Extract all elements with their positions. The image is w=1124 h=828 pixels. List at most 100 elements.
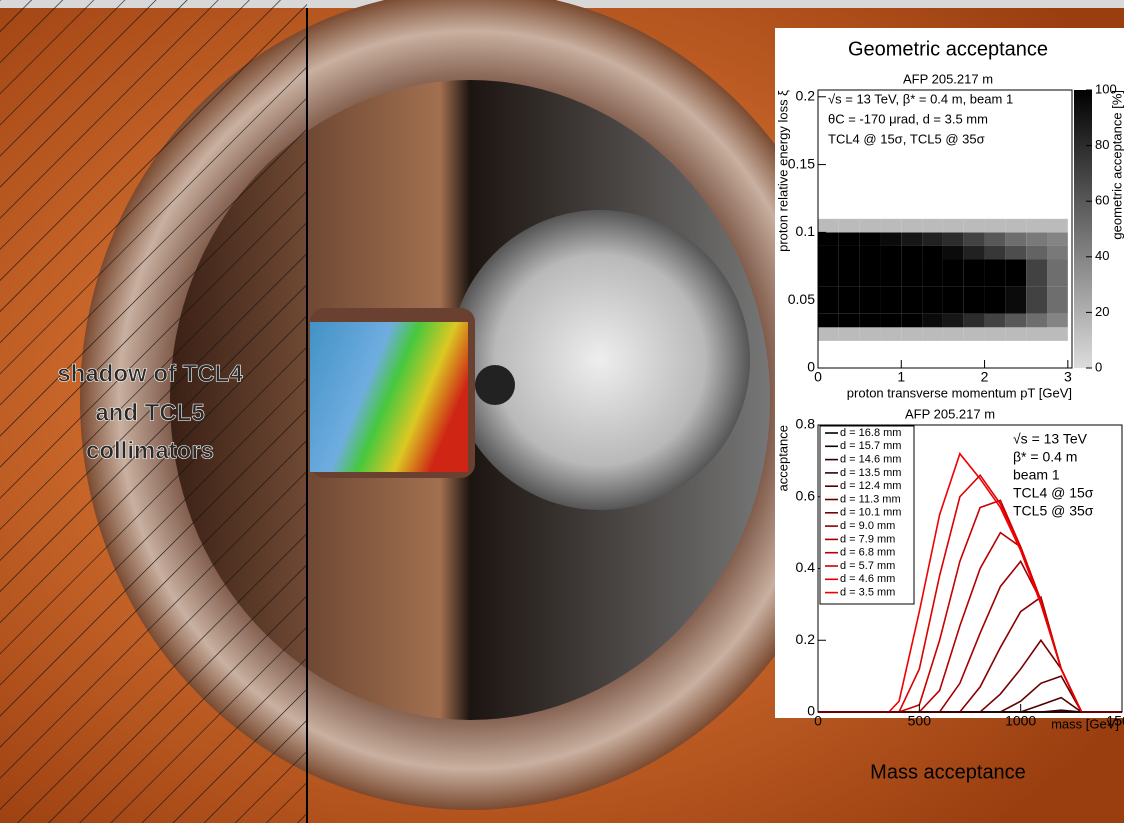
heatmap-cell xyxy=(1047,219,1068,233)
annotation: √s = 13 TeV xyxy=(1013,431,1088,447)
heatmap-cell xyxy=(985,314,1006,328)
heatmap-cell xyxy=(880,287,901,314)
heatmap-cell xyxy=(1047,287,1068,314)
heatmap-cell xyxy=(880,219,901,233)
heatmap-cell xyxy=(1026,246,1047,260)
heatmap-cell xyxy=(964,219,985,233)
heatmap-cell xyxy=(818,260,839,287)
legend-label: d = 12.4 mm xyxy=(840,480,901,492)
y-tick-label: 0.6 xyxy=(796,487,816,503)
y-axis-label: acceptance xyxy=(775,425,790,492)
legend-label: d = 11.3 mm xyxy=(840,493,901,505)
heatmap-cell xyxy=(839,260,860,287)
y-tick-label: 0.05 xyxy=(788,291,815,307)
heatmap-cell xyxy=(1047,260,1068,287)
heatmap-cell xyxy=(1047,327,1068,341)
heatmap-cell xyxy=(922,246,943,260)
heatmap-cell xyxy=(880,260,901,287)
heatmap-cell xyxy=(985,219,1006,233)
annotation: TCL5 @ 35σ xyxy=(1013,503,1094,519)
y-tick-label: 0.2 xyxy=(796,631,816,647)
colorbar-label: geometric acceptance [%] xyxy=(1109,90,1124,240)
legend-label: d = 3.5 mm xyxy=(840,587,895,599)
heatmap-cell xyxy=(985,287,1006,314)
shadow-label-line: and TCL5 xyxy=(95,399,204,426)
annotation: TCL4 @ 15σ xyxy=(1013,485,1094,501)
x-tick-label: 500 xyxy=(908,713,932,729)
heatmap-cell xyxy=(964,246,985,260)
heatmap-cell xyxy=(839,232,860,246)
heatmap-cell xyxy=(1005,219,1026,233)
heatmap-cell xyxy=(818,232,839,246)
y-tick-label: 0.15 xyxy=(788,155,815,171)
heatmap-cell xyxy=(943,314,964,328)
annotation: θC = -170 μrad, d = 3.5 mm xyxy=(828,111,988,126)
legend-label: d = 9.0 mm xyxy=(840,520,895,532)
heatmap-cell xyxy=(964,327,985,341)
heatmap-cell xyxy=(964,260,985,287)
x-tick-label: 3 xyxy=(1064,369,1072,385)
heatmap-cell xyxy=(943,232,964,246)
colorbar-tick-label: 80 xyxy=(1095,137,1109,152)
y-tick-label: 0 xyxy=(807,703,815,719)
heatmap-cell xyxy=(901,327,922,341)
heatmap-cell xyxy=(1026,314,1047,328)
heatmap-cell xyxy=(1047,314,1068,328)
heatmap-cell xyxy=(901,260,922,287)
chart-title: Geometric acceptance xyxy=(848,38,1048,60)
pipe-hole xyxy=(475,365,515,405)
heatmap-cell xyxy=(1047,232,1068,246)
y-tick-label: 0.2 xyxy=(796,87,816,103)
colorbar-tick-label: 60 xyxy=(1095,193,1109,208)
legend-label: d = 10.1 mm xyxy=(840,507,901,519)
window-disk xyxy=(450,210,750,510)
heatmap-cell xyxy=(922,327,943,341)
heatmap-cell xyxy=(860,287,881,314)
heatmap-cell xyxy=(901,246,922,260)
heatmap-cell xyxy=(860,246,881,260)
slide: shadow of TCL4 and TCL5 collimators 0123… xyxy=(0,0,1124,823)
heatmap-cell xyxy=(1026,287,1047,314)
heatmap-cell xyxy=(943,260,964,287)
heatmap-cell xyxy=(922,260,943,287)
heatmap-cell xyxy=(818,327,839,341)
hitmap-inset xyxy=(310,322,468,472)
legend-label: d = 6.8 mm xyxy=(840,547,895,559)
heatmap-cell xyxy=(922,314,943,328)
colorbar-tick-label: 0 xyxy=(1095,359,1102,374)
heatmap-cell xyxy=(901,232,922,246)
heatmap-cell xyxy=(985,260,1006,287)
heatmap-cell xyxy=(1026,260,1047,287)
heatmap-cell xyxy=(943,219,964,233)
y-tick-label: 0.1 xyxy=(796,223,816,239)
heatmap-cell xyxy=(943,246,964,260)
legend-label: d = 13.5 mm xyxy=(840,467,901,479)
heatmap-cell xyxy=(1005,327,1026,341)
chart-subtitle: AFP 205.217 m xyxy=(903,71,993,86)
heatmap-cell xyxy=(880,232,901,246)
legend-label: d = 15.7 mm xyxy=(840,440,901,452)
heatmap-cell xyxy=(901,314,922,328)
colorbar-tick-label: 20 xyxy=(1095,304,1109,319)
heatmap-cell xyxy=(922,232,943,246)
heatmap-cell xyxy=(1026,327,1047,341)
x-tick-label: 1 xyxy=(897,369,905,385)
heatmap-cell xyxy=(839,327,860,341)
shadow-label-line: collimators xyxy=(86,437,214,464)
y-tick-label: 0.8 xyxy=(796,416,816,432)
annotation: beam 1 xyxy=(1013,467,1060,483)
legend-label: d = 16.8 mm xyxy=(840,427,901,439)
heatmap-cell xyxy=(860,327,881,341)
heatmap-cell xyxy=(901,219,922,233)
heatmap-cell xyxy=(1005,246,1026,260)
legend-label: d = 5.7 mm xyxy=(840,560,895,572)
heatmap-cell xyxy=(839,219,860,233)
heatmap-cell xyxy=(922,287,943,314)
x-tick-label: 0 xyxy=(814,713,822,729)
annotation: TCL4 @ 15σ, TCL5 @ 35σ xyxy=(828,131,985,146)
heatmap-cell xyxy=(1005,232,1026,246)
heatmap-cell xyxy=(860,314,881,328)
heatmap-cell xyxy=(860,232,881,246)
heatmap-cell xyxy=(985,246,1006,260)
heatmap-cell xyxy=(1005,287,1026,314)
